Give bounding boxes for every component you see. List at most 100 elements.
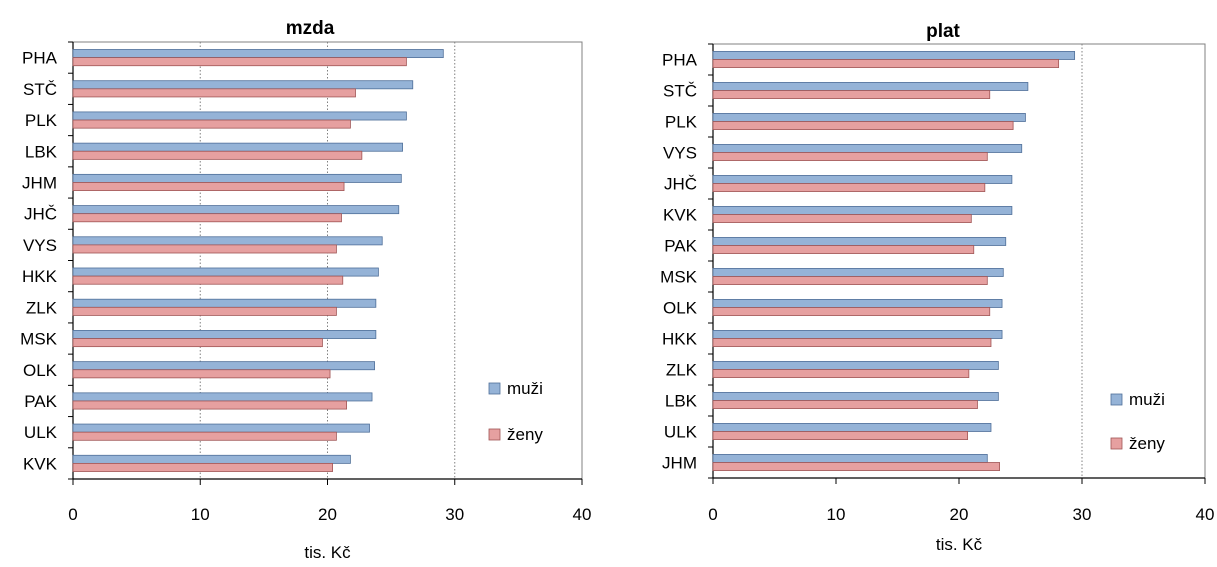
plat-category-label: PAK	[664, 237, 697, 256]
plat-legend-label-muzi: muži	[1129, 390, 1165, 409]
plat-legend-label-zeny: ženy	[1129, 434, 1165, 453]
plat-bar-zeny	[712, 121, 1014, 130]
mzda-bar-zeny	[72, 57, 407, 67]
mzda-legend-swatch-zeny	[488, 428, 501, 441]
mzda-bar-zeny	[72, 150, 363, 160]
plat-bar-muzi	[712, 237, 1007, 246]
mzda-bar-zeny	[72, 369, 331, 379]
plat-x-tick-label: 10	[827, 505, 846, 524]
mzda-bar-muzi	[72, 330, 377, 339]
plat-bar-zeny	[712, 90, 991, 99]
mzda-bar-zeny	[72, 182, 345, 191]
mzda-bar-zeny	[72, 88, 356, 98]
plat-category-label: JHČ	[664, 175, 697, 194]
mzda-x-tick-label: 10	[191, 505, 210, 524]
mzda-bar-muzi	[72, 80, 414, 90]
plat-category-label: ULK	[664, 423, 698, 442]
mzda-category-label: PAK	[24, 392, 57, 411]
mzda-category-label: JHM	[22, 173, 57, 192]
plat-bar-zeny	[712, 245, 975, 254]
plat-legend-swatch-muzi	[1110, 393, 1123, 406]
plat-x-tick-label: 30	[1073, 505, 1092, 524]
mzda-bar-muzi	[72, 205, 400, 215]
mzda-legend-label-zeny: ženy	[507, 425, 543, 444]
plat-bar-zeny	[712, 214, 972, 223]
mzda-bar-muzi	[72, 49, 444, 59]
mzda-bar-zeny	[72, 213, 342, 223]
plat-bar-muzi	[712, 330, 1003, 339]
plat-bar-muzi	[712, 392, 999, 401]
plat-category-label: LBK	[665, 392, 698, 411]
plat-bar-zeny	[712, 369, 970, 378]
mzda-bar-muzi	[72, 454, 351, 464]
mzda-category-label: OLK	[23, 361, 58, 380]
plat-category-label: KVK	[663, 206, 698, 225]
mzda-x-tick-label: 20	[318, 505, 337, 524]
plat-bar-muzi	[712, 268, 1004, 277]
mzda-bar-zeny	[72, 119, 351, 129]
plat-x-tick-label: 20	[950, 505, 969, 524]
plat-x-tick-label: 0	[708, 505, 717, 524]
plat-category-label: MSK	[660, 268, 698, 287]
mzda-bar-zeny	[72, 431, 337, 441]
plat-category-label: JHM	[662, 454, 697, 473]
plat-x-axis-label: tis. Kč	[936, 535, 983, 554]
plat-bar-muzi	[712, 454, 988, 463]
plat-category-label: PHA	[662, 51, 698, 70]
plat-legend-swatch-zeny	[1110, 437, 1123, 450]
mzda-category-label: PLK	[25, 111, 58, 130]
plat-category-label: HKK	[662, 330, 698, 349]
mzda-bar-muzi	[72, 267, 379, 277]
chart-mzda: mzda 0 10 20 30 40 PHA STČ PLK LBK JHM JHČ VYS HKK ZLK…	[0, 0, 608, 567]
mzda-bar-muzi	[72, 361, 375, 371]
plat-bar-muzi	[712, 423, 992, 432]
plat-x-tick-label: 40	[1196, 505, 1215, 524]
mzda-x-tick-label: 30	[445, 505, 464, 524]
mzda-bar-muzi	[72, 392, 373, 402]
plat-bar-muzi	[712, 51, 1076, 60]
mzda-category-label: HKK	[22, 267, 58, 286]
plat-bar-zeny	[712, 462, 1000, 471]
plat-bar-zeny	[712, 152, 988, 161]
mzda-x-axis-label: tis. Kč	[304, 543, 351, 562]
plat-bar-zeny	[712, 59, 1060, 68]
mzda-bar-zeny	[72, 244, 337, 254]
mzda-bar-zeny	[72, 400, 347, 410]
plat-bar-zeny	[712, 431, 969, 440]
plat-bar-muzi	[712, 299, 1003, 308]
plat-category-label: STČ	[663, 82, 697, 101]
plat-bar-muzi	[712, 113, 1026, 122]
mzda-category-label: MSK	[20, 330, 58, 349]
plat-category-label: OLK	[663, 299, 698, 318]
plat-bar-zeny	[712, 307, 991, 316]
mzda-category-label: ZLK	[26, 298, 58, 317]
mzda-bar-zeny	[72, 462, 333, 472]
mzda-bar-muzi	[72, 298, 377, 308]
mzda-bar-zeny	[72, 338, 323, 348]
plat-bar-muzi	[712, 361, 999, 370]
mzda-category-label: LBK	[25, 142, 58, 161]
plat-category-label: ZLK	[666, 361, 698, 380]
mzda-title: mzda	[286, 18, 335, 39]
chart-plat-svg: plat 0 10 20 30 40 PHA STČ PLK VYS JHČ KVK PAK MSK OLK…	[660, 21, 1215, 554]
mzda-bar-muzi	[72, 111, 407, 121]
mzda-bar-muzi	[72, 423, 370, 433]
plat-bar-muzi	[712, 206, 1013, 215]
mzda-bar-muzi	[72, 236, 383, 246]
plat-bar-zeny	[712, 338, 992, 347]
mzda-x-tick-label: 40	[573, 505, 592, 524]
chart-plat: plat 0 10 20 30 40 PHA STČ PLK VYS JHČ KVK PAK MSK OLK…	[640, 0, 1217, 567]
chart-mzda-svg: mzda 0 10 20 30 40 PHA STČ PLK LBK JHM JHČ VYS HKK ZLK…	[20, 18, 592, 562]
mzda-legend-label-muzi: muži	[507, 379, 543, 398]
plat-category-label: VYS	[663, 144, 697, 163]
mzda-bar-muzi	[72, 142, 403, 152]
plat-bar-zeny	[712, 276, 988, 285]
plat-bar-muzi	[712, 82, 1029, 91]
mzda-bar-zeny	[72, 275, 344, 285]
mzda-category-label: PHA	[22, 49, 58, 68]
plat-bar-muzi	[712, 175, 1013, 184]
mzda-category-label: JHČ	[24, 205, 57, 224]
mzda-bar-zeny	[72, 306, 337, 316]
plat-category-label: PLK	[665, 113, 698, 132]
plat-bar-zeny	[712, 400, 978, 409]
